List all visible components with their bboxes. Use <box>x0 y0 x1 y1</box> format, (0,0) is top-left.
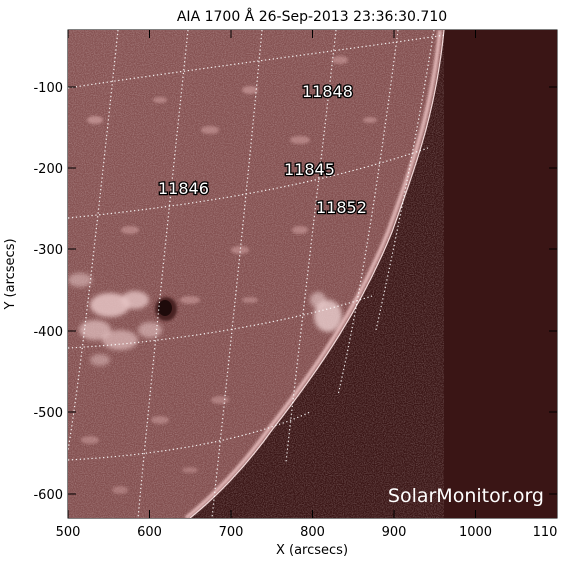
y-tick-label: -600 <box>33 488 63 503</box>
latitude-line <box>68 295 373 349</box>
x-tick-label: 110 <box>533 525 558 540</box>
x-tick-label: 700 <box>219 525 244 540</box>
solarmonitor-watermark: SolarMonitor.org <box>388 485 544 507</box>
y-axis <box>68 86 557 495</box>
x-tick-label: 900 <box>382 525 407 540</box>
sunspot <box>155 297 177 321</box>
longitude-line <box>137 30 189 518</box>
longitude-line <box>211 30 263 518</box>
active-region-label: 11848 <box>302 82 353 101</box>
x-tick-label: 600 <box>137 525 162 540</box>
x-tick-label: 500 <box>56 525 81 540</box>
longitude-line <box>337 30 399 396</box>
y-tick-label: -200 <box>33 162 63 177</box>
limb-glow <box>184 30 442 518</box>
y-tick-labels: -100 -200 -300 -400 -500 -600 <box>33 81 63 503</box>
y-tick-label: -500 <box>33 406 63 421</box>
x-tick-label: 1000 <box>459 525 492 540</box>
network-brightenings <box>81 56 377 494</box>
heliographic-grid <box>68 30 446 518</box>
solar-image-area: 11848 11845 11846 11852 SolarMonitor.org <box>68 30 557 518</box>
plage-region-right <box>310 292 342 332</box>
disk-texture <box>68 30 444 518</box>
y-axis-label: Y (arcsecs) <box>3 238 18 310</box>
y-tick-label: -100 <box>33 81 63 96</box>
figure-title: AIA 1700 Å 26-Sep-2013 23:36:30.710 <box>177 8 447 25</box>
longitude-line <box>375 30 435 331</box>
y-tick-label: -400 <box>33 325 63 340</box>
x-axis-label: X (arcsecs) <box>276 543 348 558</box>
active-region-label: 11845 <box>284 160 335 179</box>
active-region-label: 11852 <box>316 198 367 217</box>
limb-edge <box>189 30 445 518</box>
active-region-label: 11846 <box>158 179 209 198</box>
x-tick-label: 800 <box>300 525 325 540</box>
x-axis <box>67 30 476 518</box>
x-tick-labels: 500 600 700 800 900 1000 110 <box>56 525 558 540</box>
plage-region-left <box>68 273 162 366</box>
solar-disk <box>68 30 444 518</box>
y-tick-label: -300 <box>33 243 63 258</box>
